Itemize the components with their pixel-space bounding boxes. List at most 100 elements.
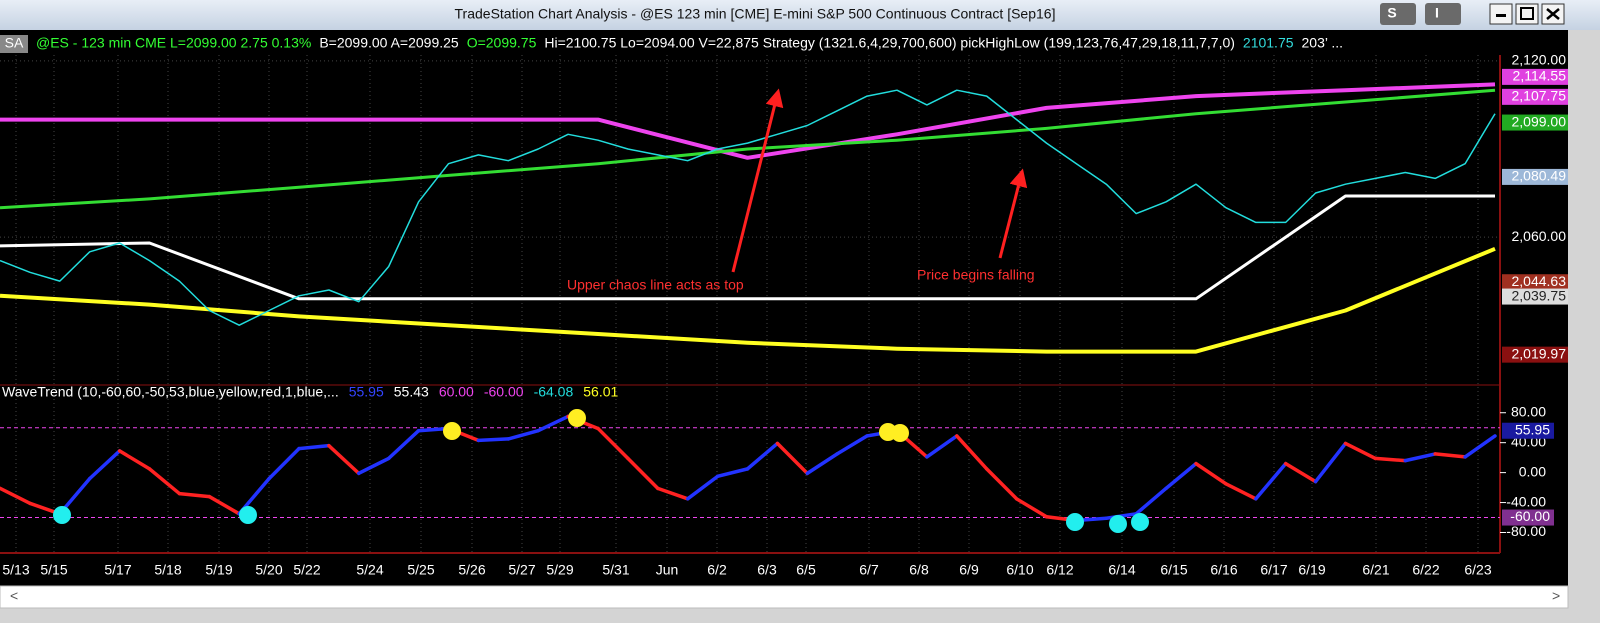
y-tick-label: -80.00 <box>1506 523 1546 539</box>
date-label: 5/29 <box>546 562 573 578</box>
oscillator-segment <box>955 434 989 471</box>
oscillator-level-box <box>1502 509 1554 526</box>
oscillator-segment <box>1403 452 1437 463</box>
price-level-box <box>1502 274 1568 291</box>
price-level-label: 2,107.75 <box>1512 88 1567 104</box>
oscillator-segment <box>1283 461 1318 484</box>
oscillator-legend: 55.43 <box>394 384 429 400</box>
oscillator-segment <box>536 414 570 433</box>
oscillator-segment <box>506 428 540 441</box>
annotation: Price begins falling <box>917 267 1035 283</box>
toolbar-button[interactable] <box>1425 3 1461 25</box>
date-label: 6/9 <box>959 562 979 578</box>
price-level-box <box>1502 346 1568 363</box>
date-label: 5/27 <box>508 562 535 578</box>
oscillator-segment <box>386 428 421 461</box>
date-label: 5/26 <box>458 562 485 578</box>
oscillator-segment <box>1224 482 1258 501</box>
signal-dot <box>891 424 909 442</box>
oscillator-segment <box>596 426 630 461</box>
oscillator-segment <box>715 467 750 479</box>
oscillator-segment <box>1343 441 1378 461</box>
oscillator-segment <box>1254 461 1288 501</box>
signal-dot <box>1109 515 1127 533</box>
y-tick-label: -40.00 <box>1506 493 1546 509</box>
status-item: Hi=2100.75 Lo=2094.00 V=22,875 Strategy … <box>544 35 1235 51</box>
date-label: 5/25 <box>407 562 434 578</box>
oscillator-segment <box>1463 434 1497 459</box>
signal-dot <box>443 422 461 440</box>
oscillator-segment <box>1014 497 1049 519</box>
price-level-label: 2,114.55 <box>1513 68 1567 84</box>
oscillator-segment <box>0 486 32 506</box>
oscillator-segment <box>775 441 810 476</box>
date-label: 6/14 <box>1108 562 1135 578</box>
oscillator-segment <box>656 486 690 501</box>
date-label: 6/5 <box>796 562 816 578</box>
y-tick-label: 2,120.00 <box>1512 52 1567 68</box>
date-label: 6/21 <box>1362 562 1389 578</box>
oscillator-legend: 56.01 <box>583 384 618 400</box>
signal-dot <box>53 506 71 524</box>
oscillator-segment <box>476 437 511 443</box>
price-level-box <box>1502 88 1568 105</box>
oscillator-segment <box>297 443 331 451</box>
arrow <box>998 168 1028 259</box>
date-label: 6/8 <box>909 562 929 578</box>
oscillator-segment <box>207 494 241 516</box>
oscillator-segment <box>1433 452 1467 459</box>
annotation: Upper chaos line acts as top <box>567 277 744 293</box>
date-label: 5/15 <box>40 562 67 578</box>
price-line <box>0 82 1496 160</box>
date-label: 6/12 <box>1046 562 1073 578</box>
price-level-label: 2,039.75 <box>1512 287 1567 303</box>
window-title: TradeStation Chart Analysis - @ES 123 mi… <box>455 6 1056 22</box>
toolbar-button[interactable] <box>1380 3 1416 25</box>
scroll-right[interactable]: > <box>1552 588 1560 604</box>
signal-dot <box>1066 513 1084 531</box>
icon <box>1546 8 1560 20</box>
status-item: 203’ ... <box>1302 35 1344 51</box>
date-label: 6/10 <box>1006 562 1033 578</box>
oscillator-segment <box>357 456 391 476</box>
oscillator-segment <box>267 446 301 481</box>
title-bar <box>0 0 1600 30</box>
status-item: B=2099.00 A=2099.25 <box>319 35 459 51</box>
signal-dot <box>568 409 586 427</box>
oscillator-segment <box>327 443 361 476</box>
oscillator-segment <box>835 434 869 456</box>
date-label: 5/22 <box>293 562 320 578</box>
price-level-label: 2,044.63 <box>1512 273 1567 289</box>
date-label: 6/2 <box>707 562 727 578</box>
symbol-tag <box>0 35 28 53</box>
oscillator-segment <box>745 441 780 471</box>
date-label: 5/24 <box>356 562 383 578</box>
scrollbar[interactable] <box>0 585 1569 609</box>
date-label: Jun <box>656 562 679 578</box>
oscillator-segment <box>1373 456 1408 463</box>
icon <box>1520 7 1534 20</box>
oscillator-segment <box>177 491 212 499</box>
symbol-tag-label: SA <box>5 35 24 51</box>
date-label: 5/13 <box>2 562 29 578</box>
toolbar-button-label: S <box>1387 5 1396 21</box>
date-label: 6/22 <box>1412 562 1439 578</box>
status-item: O=2099.75 <box>467 35 537 51</box>
icon <box>1496 14 1506 17</box>
price-level-label: 2,019.97 <box>1512 345 1567 361</box>
oscillator-segment <box>1134 486 1168 516</box>
oscillator-segment <box>1313 441 1348 484</box>
oscillator-segment <box>117 449 152 471</box>
status-item: @ES - 123 min CME L=2099.00 2.75 0.13% <box>36 35 311 51</box>
date-label: 6/7 <box>859 562 879 578</box>
date-label: 5/18 <box>154 562 181 578</box>
price-level-box <box>1502 168 1568 185</box>
y-tick-label: 80.00 <box>1511 403 1546 419</box>
oscillator-level-label: -60.00 <box>1510 508 1550 524</box>
scroll-left[interactable]: < <box>10 588 18 604</box>
oscillator-segment <box>1194 461 1228 486</box>
price-level-box <box>1502 68 1568 85</box>
price-level-box <box>1502 288 1568 305</box>
